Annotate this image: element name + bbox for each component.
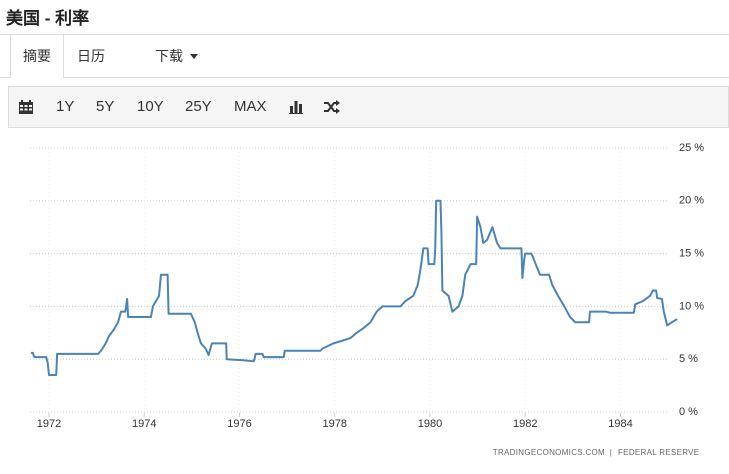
tab[interactable]: 下载: [155, 35, 183, 77]
shuffle-icon[interactable]: [324, 100, 340, 114]
y-tick-label: 10 %: [679, 300, 704, 312]
toolbar: 1Y 5Y 10Y 25Y MAX: [8, 86, 729, 128]
series-line: [30, 199, 678, 377]
x-tick-label: 1976: [227, 418, 251, 430]
x-tick-label: 1974: [132, 418, 156, 430]
x-tick-label: 1982: [513, 418, 537, 430]
y-tick-label: 5 %: [679, 353, 698, 365]
range-button[interactable]: 1Y: [56, 98, 75, 115]
y-tick-label: 20 %: [679, 195, 704, 207]
x-tick-label: 1984: [608, 418, 632, 430]
range-button[interactable]: 25Y: [185, 98, 212, 115]
x-tick-label: 1978: [323, 418, 347, 430]
tab[interactable]: 日历: [77, 48, 105, 64]
source-separator: |: [610, 448, 612, 457]
chart: TRADINGECONOMICS.COM | FEDERAL RESERVE 0…: [30, 142, 704, 457]
range-button[interactable]: 5Y: [96, 98, 115, 115]
tab-label: 下载: [155, 48, 183, 64]
bar-chart-icon[interactable]: [289, 100, 303, 114]
page-title: 美国 - 利率: [6, 9, 90, 28]
tab[interactable]: 摘要: [10, 35, 64, 78]
x-tick-label: 1980: [418, 418, 442, 430]
caret-icon: [190, 54, 198, 59]
range-button[interactable]: 10Y: [137, 98, 164, 115]
x-tick-label: 1972: [37, 418, 61, 430]
source: TRADINGECONOMICS.COM: [493, 448, 605, 457]
y-tick-label: 15 %: [679, 248, 704, 260]
source: FEDERAL RESERVE: [618, 448, 699, 457]
y-tick-label: 0 %: [679, 406, 698, 418]
range-button[interactable]: MAX: [234, 98, 267, 115]
calendar-icon[interactable]: [19, 100, 33, 114]
y-tick-label: 25 %: [679, 142, 704, 154]
tab-bar: 摘要 日历 下载: [0, 34, 729, 78]
